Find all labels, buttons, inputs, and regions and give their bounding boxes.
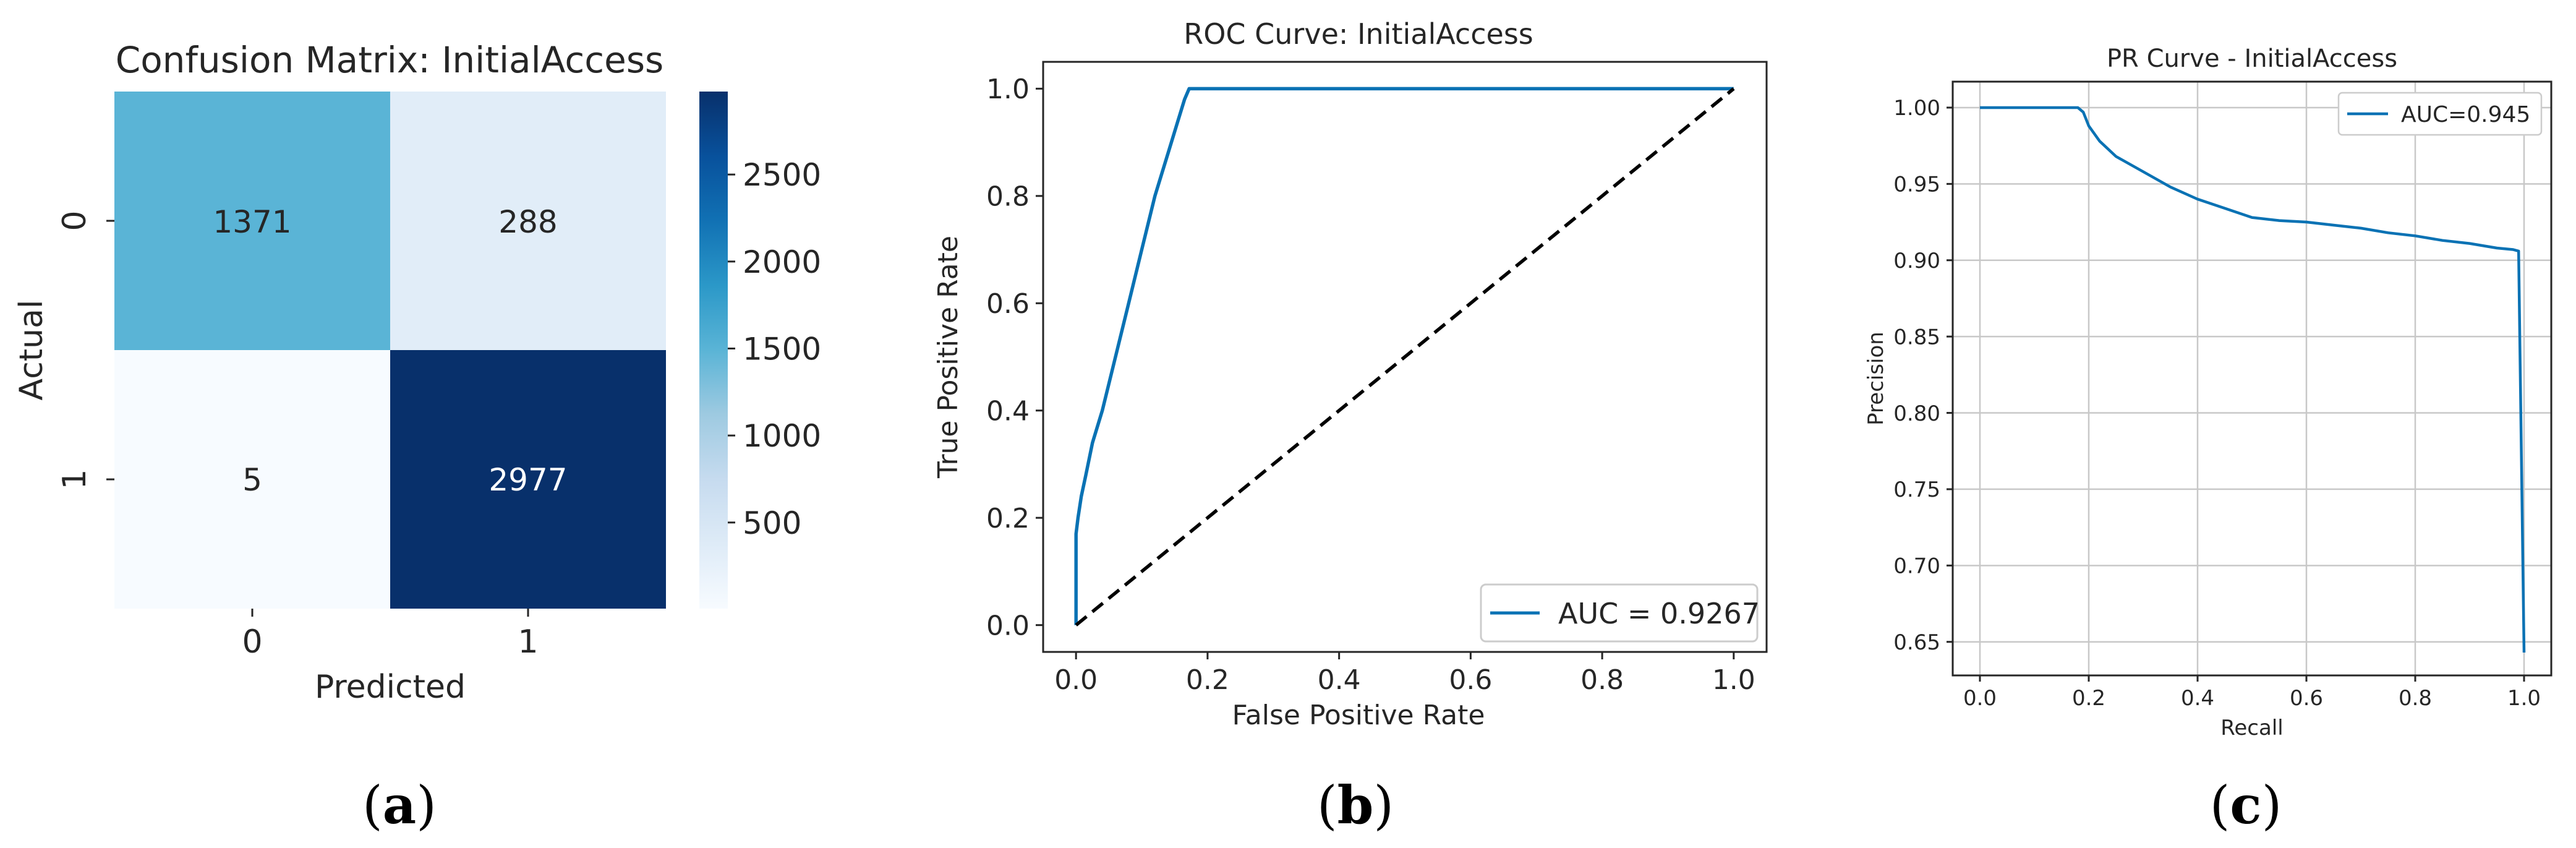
roc-diagonal-line bbox=[1075, 87, 1735, 627]
pr-legend-label: AUC=0.945 bbox=[2401, 102, 2530, 127]
cm-value-1-1: 2977 bbox=[488, 462, 567, 498]
cm-cell-1-0 bbox=[114, 350, 390, 609]
cm-colorbar-tick-label: 2500 bbox=[743, 157, 821, 193]
pr-xtick-label: 0.0 bbox=[1963, 686, 1997, 711]
cm-colorbar-ticks: 500 1000 1500 2000 2500 bbox=[728, 157, 821, 541]
pr-legend: AUC=0.945 bbox=[2337, 92, 2543, 136]
cm-colorbar-tick-label: 1000 bbox=[743, 418, 821, 454]
cm-ytick-label-1: 1 bbox=[56, 469, 93, 489]
roc-title: ROC Curve: InitialAccess bbox=[1184, 17, 1533, 51]
panel-label-a-letter: a bbox=[383, 774, 416, 836]
pr-xtick-label: 0.2 bbox=[2072, 686, 2105, 711]
roc-xlabel: False Positive Rate bbox=[1232, 700, 1485, 731]
roc-legend: AUC = 0.9267 bbox=[1480, 583, 1760, 643]
confusion-matrix-chart: Confusion Matrix: InitialAccess 1371 288… bbox=[13, 39, 821, 706]
panel-label-b: (b) bbox=[1317, 774, 1394, 836]
cm-colorbar-tick-label: 2000 bbox=[743, 244, 821, 280]
cm-cell-0-0 bbox=[114, 92, 390, 350]
roc-curve-chart: ROC Curve: InitialAccess 0.0 0.2 0.4 0.6 0.8… bbox=[932, 17, 1768, 731]
roc-ytick-label: 0.8 bbox=[986, 181, 1030, 213]
pr-ytick-label: 0.65 bbox=[1893, 630, 1940, 655]
cm-colorbar-tick-label: 500 bbox=[743, 505, 801, 541]
pr-lines bbox=[1980, 106, 2526, 653]
cm-colorbar bbox=[699, 92, 728, 609]
panel-label-c-letter: c bbox=[2230, 774, 2261, 836]
pr-ytick-label: 0.70 bbox=[1893, 554, 1940, 579]
pr-series-line bbox=[1980, 106, 2526, 653]
pr-ytick-label: 1.00 bbox=[1893, 96, 1940, 121]
roc-xtick-label: 0.0 bbox=[1054, 664, 1098, 696]
panel-label-b-letter: b bbox=[1337, 774, 1374, 836]
roc-plot-frame bbox=[1042, 61, 1768, 653]
cm-ytick-label-0: 0 bbox=[56, 210, 93, 231]
roc-ytick-label: 0.6 bbox=[986, 288, 1030, 320]
cm-xtick-label-0: 0 bbox=[242, 623, 262, 661]
cm-value-0-0: 1371 bbox=[213, 204, 291, 240]
roc-xtick-label: 1.0 bbox=[1712, 664, 1755, 696]
panel-label-c: (c) bbox=[2210, 774, 2282, 836]
cm-cell-0-1 bbox=[390, 92, 666, 350]
pr-ytick-label: 0.95 bbox=[1893, 173, 1940, 197]
pr-ytick-label: 0.80 bbox=[1893, 401, 1940, 426]
cm-xlabel: Predicted bbox=[315, 669, 466, 706]
cm-xtick-label-1: 1 bbox=[518, 623, 538, 661]
pr-xtick-label: 0.8 bbox=[2399, 686, 2432, 711]
pr-xtick-label: 0.6 bbox=[2290, 686, 2323, 711]
roc-lines bbox=[1074, 87, 1735, 627]
roc-legend-box bbox=[1480, 583, 1759, 643]
pr-ytick-label: 0.75 bbox=[1893, 478, 1940, 502]
pr-ylabel: Precision bbox=[1864, 332, 1888, 426]
pr-ytick-label: 0.90 bbox=[1893, 249, 1940, 273]
roc-ytick-label: 0.2 bbox=[986, 503, 1030, 534]
pr-xlabel: Recall bbox=[2220, 716, 2283, 740]
pr-axes: 0.0 0.2 0.4 0.6 0.8 1.0 0.65 0.70 0.75 0.80 0.85 0.… bbox=[1893, 82, 2551, 711]
pr-ytick-label: 0.85 bbox=[1893, 325, 1940, 349]
pr-curve-chart: PR Curve - InitialAccess 0.0 0.2 0.4 0.6 0.8… bbox=[1864, 45, 2553, 740]
pr-title: PR Curve - InitialAccess bbox=[2107, 45, 2397, 73]
cm-title: Confusion Matrix: InitialAccess bbox=[116, 39, 664, 81]
cm-colorbar-tick-label: 1500 bbox=[743, 331, 821, 367]
roc-xtick-label: 0.2 bbox=[1186, 664, 1229, 696]
roc-ytick-label: 1.0 bbox=[986, 74, 1030, 105]
roc-legend-label: AUC = 0.9267 bbox=[1558, 597, 1760, 630]
pr-xtick-label: 1.0 bbox=[2507, 686, 2541, 711]
roc-xtick-label: 0.6 bbox=[1449, 664, 1492, 696]
pr-legend-box bbox=[2337, 92, 2543, 136]
roc-ytick-label: 0.0 bbox=[986, 610, 1030, 641]
cm-ylabel: Actual bbox=[13, 300, 50, 401]
roc-ylabel: True Positive Rate bbox=[932, 236, 964, 479]
roc-series-line bbox=[1074, 87, 1734, 625]
pr-xtick-label: 0.4 bbox=[2181, 686, 2214, 711]
cm-cell-1-1 bbox=[390, 350, 666, 609]
roc-ytick-label: 0.4 bbox=[986, 396, 1030, 427]
roc-axes: 0.0 0.2 0.4 0.6 0.8 1.0 0.0 0.2 0.4 0.6 0.8 1.0 bbox=[986, 74, 1755, 696]
pr-plot-frame bbox=[1951, 80, 2553, 677]
cm-value-0-1: 288 bbox=[498, 204, 557, 240]
cm-value-1-0: 5 bbox=[242, 462, 262, 498]
roc-xtick-label: 0.8 bbox=[1580, 664, 1624, 696]
roc-xtick-label: 0.4 bbox=[1318, 664, 1361, 696]
panel-label-a: (a) bbox=[362, 774, 437, 836]
